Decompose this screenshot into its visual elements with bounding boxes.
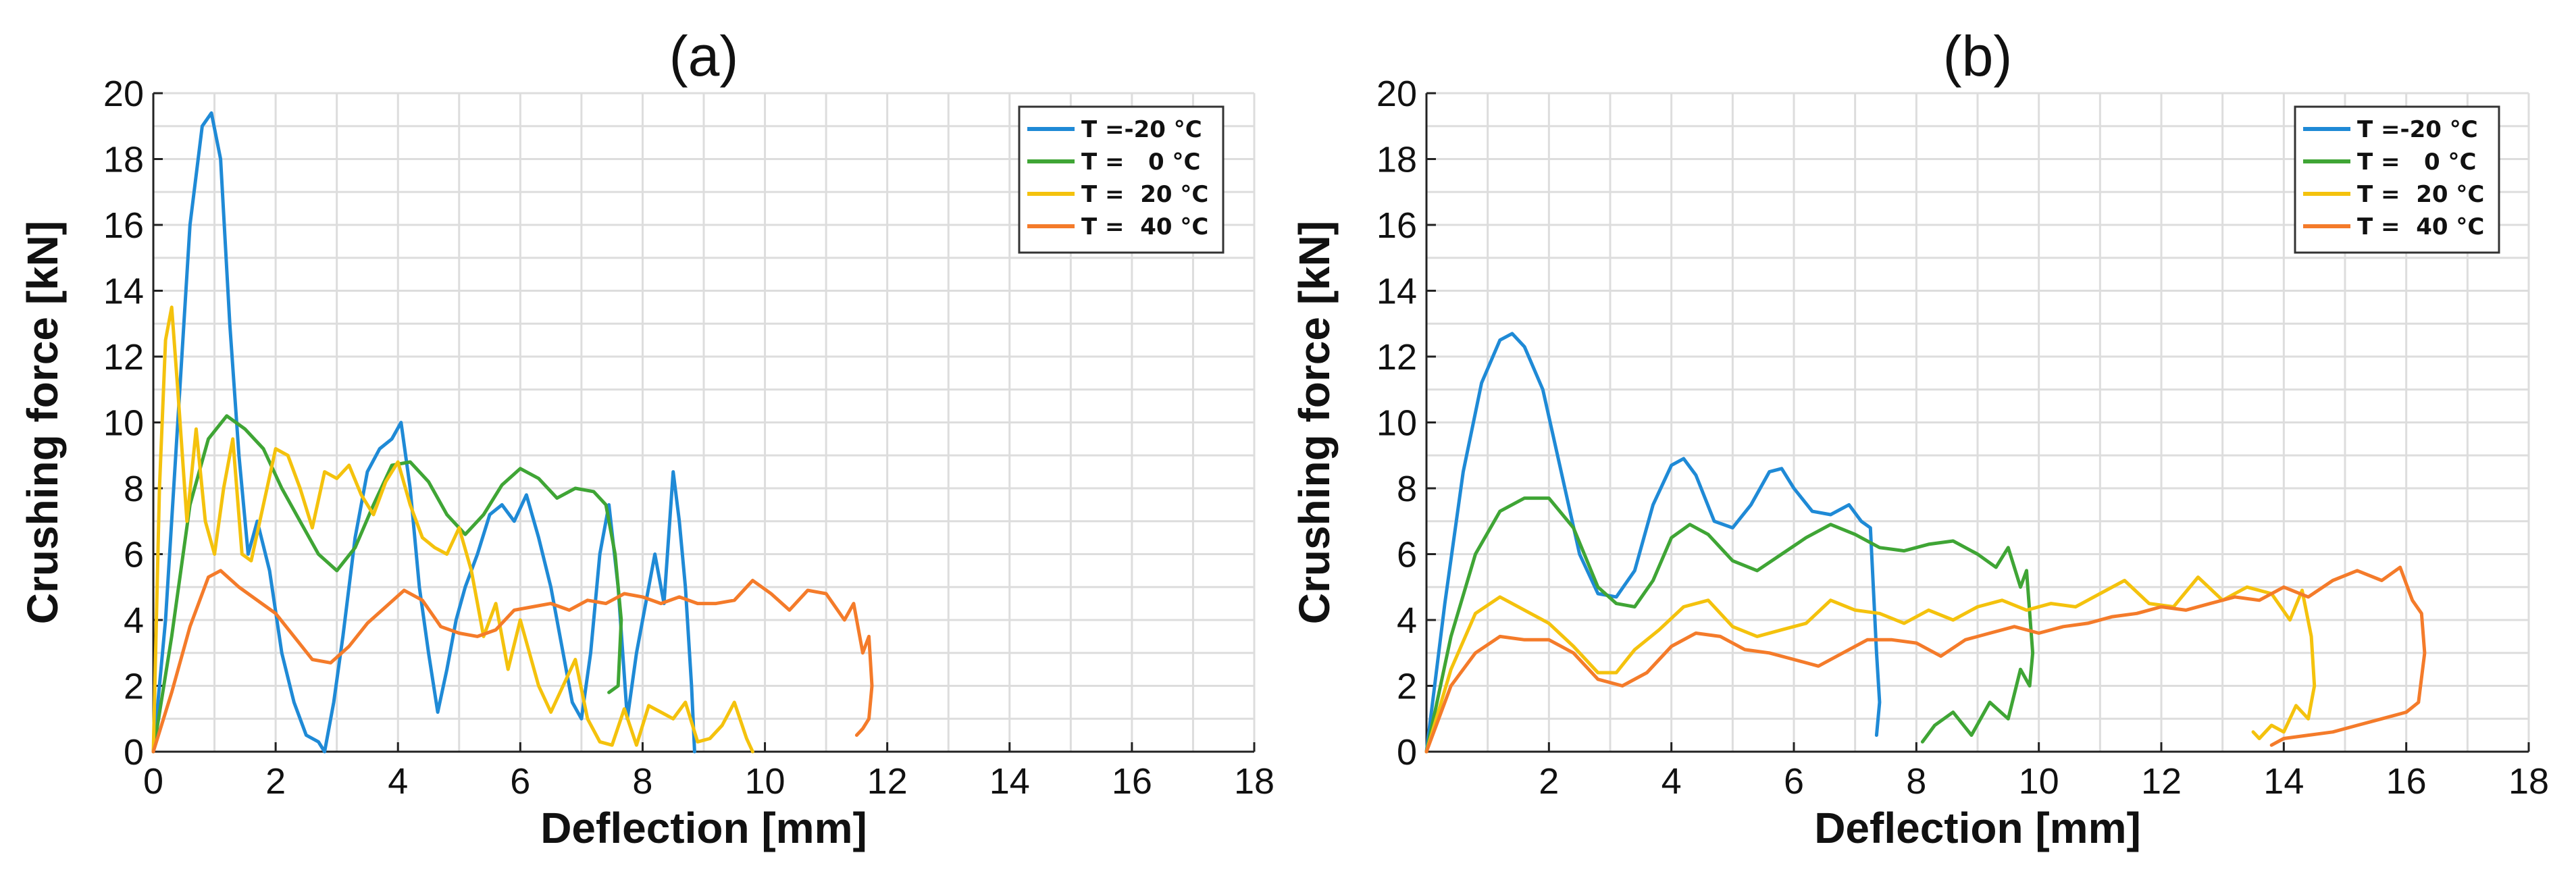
y-tick-label: 16	[103, 205, 144, 246]
y-tick-label: 14	[1376, 271, 1417, 312]
x-tick-label: 10	[745, 761, 785, 802]
series-line-1	[1424, 496, 2035, 754]
x-tick-label: 16	[2386, 761, 2427, 802]
y-tick-label: 0	[1397, 732, 1417, 773]
y-tick-label: 18	[103, 140, 144, 180]
x-tick-label: 18	[1234, 761, 1274, 802]
y-tick-label: 6	[124, 535, 144, 575]
series-group	[151, 111, 874, 754]
panel-b: 2 4 6 8 10 12 14 16 18 0 2 4 6 8 10 12 14 16 18 20 (b) Deflec…	[1290, 24, 2549, 852]
y-tick-label: 8	[124, 469, 144, 509]
y-tick-label: 4	[124, 600, 144, 641]
y-tick-label: 14	[103, 271, 144, 312]
y-tick-label: 12	[1376, 337, 1417, 378]
x-tick-label: 16	[1112, 761, 1152, 802]
legend-entry-3: T = 40 °C	[2357, 213, 2484, 240]
series-group	[1424, 332, 2427, 754]
x-tick-label: 8	[1906, 761, 1926, 802]
y-axis-label: Crushing force [kN]	[18, 221, 67, 624]
y-tick-label: 2	[1397, 667, 1417, 707]
x-tick-label: 4	[1661, 761, 1682, 802]
y-tick-label: 2	[124, 667, 144, 707]
x-tick-label: 2	[1539, 761, 1559, 802]
y-tick-label: 10	[103, 403, 144, 444]
y-axis-label: Crushing force [kN]	[1290, 221, 1339, 624]
legend-entry-2: T = 20 °C	[2357, 181, 2484, 208]
series-line-1	[151, 414, 623, 754]
y-tick-label: 16	[1376, 205, 1417, 246]
x-tick-label: 18	[2508, 761, 2549, 802]
x-tick-label: 6	[1784, 761, 1804, 802]
chart-title: (a)	[669, 24, 739, 88]
x-tick-label: 2	[265, 761, 286, 802]
legend-entry-1: T = 0 °C	[2357, 149, 2476, 176]
x-tick-label: 14	[2263, 761, 2304, 802]
chart-title: (b)	[1943, 24, 2013, 88]
y-tick-label: 8	[1397, 469, 1417, 509]
y-tick-label: 12	[103, 337, 144, 378]
legend-entry-3: T = 40 °C	[1081, 213, 1208, 240]
series-line-0	[1424, 332, 1882, 754]
series-line-3	[151, 569, 874, 754]
series-line-0	[151, 111, 696, 754]
legend-entry-2: T = 20 °C	[1081, 181, 1208, 208]
x-tick-label: 8	[632, 761, 652, 802]
y-tick-label: 20	[103, 74, 144, 114]
x-tick-label: 6	[510, 761, 530, 802]
legend-entry-0: T =-20 °C	[2357, 116, 2478, 143]
y-tick-label: 0	[124, 732, 144, 773]
x-tick-label: 12	[2141, 761, 2182, 802]
series-line-2	[151, 305, 754, 754]
x-axis-label: Deflection [mm]	[540, 804, 867, 852]
y-tick-label: 4	[1397, 600, 1417, 641]
x-axis-label: Deflection [mm]	[1814, 804, 2141, 852]
legend: T =-20 °C T = 0 °C T = 20 °C T = 40 °C	[1018, 105, 1225, 254]
x-tick-label: 14	[989, 761, 1030, 802]
legend-entry-1: T = 0 °C	[1081, 149, 1200, 176]
y-tick-label: 6	[1397, 535, 1417, 575]
legend: T =-20 °C T = 0 °C T = 20 °C T = 40 °C	[2294, 105, 2500, 254]
y-tick-label: 20	[1376, 74, 1417, 114]
y-tick-label: 18	[1376, 140, 1417, 180]
series-line-3	[1424, 565, 2427, 754]
x-tick-label: 12	[867, 761, 908, 802]
x-tick-label: 0	[143, 761, 163, 802]
panel-a: 0 2 4 6 8 10 12 14 16 18 0 2 4 6 8 10 12 14 16 18 20 (a) Defle…	[18, 24, 1274, 852]
series-line-2	[1424, 575, 2317, 754]
x-tick-label: 4	[388, 761, 408, 802]
y-tick-label: 10	[1376, 403, 1417, 444]
legend-entry-0: T =-20 °C	[1081, 116, 1202, 143]
x-tick-label: 10	[2019, 761, 2059, 802]
